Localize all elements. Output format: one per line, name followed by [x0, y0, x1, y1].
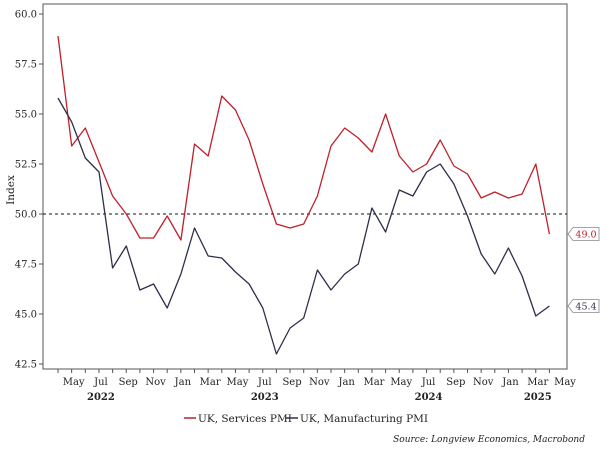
x-tick-label: Nov: [309, 377, 330, 388]
source-note: Source: Longview Economics, Macrobond: [393, 435, 585, 445]
x-tick-label: May: [390, 377, 412, 388]
series-line-manufacturing: [57, 97, 550, 355]
year-label: 2024: [415, 392, 443, 403]
legend-label-manufacturing: UK, Manufacturing PMI: [300, 413, 428, 425]
y-tick-label: 52.5: [15, 160, 37, 171]
series-line-services: [57, 35, 551, 241]
end-labels: 49.0 45.4: [567, 227, 600, 313]
x-tick-label: Nov: [473, 377, 494, 388]
x-tick-label: Jan: [337, 377, 355, 388]
x-tick-label: Jul: [257, 377, 272, 388]
series-layer: [57, 35, 551, 355]
x-tick-label: May: [227, 377, 249, 388]
end-value-label: 45.4: [575, 302, 596, 313]
end-label-box: [567, 299, 600, 313]
end-label-box: [567, 227, 600, 241]
x-tick-label: Jul: [421, 377, 436, 388]
y-axis: 60.0 57.5 55.0 52.5 50.0 47.5 45.0 42.5: [15, 10, 43, 371]
end-value-label: 49.0: [575, 230, 596, 241]
x-tick-label: May: [554, 377, 576, 388]
x-tick-label: May: [63, 377, 85, 388]
x-axis: May Jul Sep Nov Jan Mar May Jul Sep Nov Jan Mar May J…: [57, 369, 576, 403]
x-tick-label: Mar: [527, 377, 548, 388]
y-tick-label: 47.5: [15, 260, 37, 271]
legend: UK, Services PMI UK, Manufacturing PMI: [184, 413, 428, 425]
y-axis-label: Index: [5, 175, 17, 205]
year-label: 2025: [524, 392, 552, 403]
y-tick-label: 60.0: [15, 10, 37, 21]
year-label: 2023: [251, 392, 279, 403]
x-tick-label: Mar: [363, 377, 384, 388]
x-tick-label: Jan: [501, 377, 519, 388]
x-tick-label: Nov: [145, 377, 166, 388]
year-label: 2022: [87, 392, 115, 403]
x-tick-label: Jan: [174, 377, 192, 388]
y-tick-label: 45.0: [15, 310, 37, 321]
y-tick-label: 57.5: [15, 60, 37, 71]
x-tick-label: Mar: [200, 377, 221, 388]
x-tick-label: Jul: [93, 377, 108, 388]
x-tick-label: Sep: [282, 377, 301, 388]
x-tick-label: Sep: [119, 377, 138, 388]
legend-label-services: UK, Services PMI: [198, 413, 292, 425]
y-tick-label: 55.0: [15, 110, 37, 121]
y-tick-label: 42.5: [15, 360, 37, 371]
x-tick-label: Sep: [446, 377, 465, 388]
y-tick-label: 50.0: [15, 210, 37, 221]
plot-area-frame: [42, 3, 568, 370]
